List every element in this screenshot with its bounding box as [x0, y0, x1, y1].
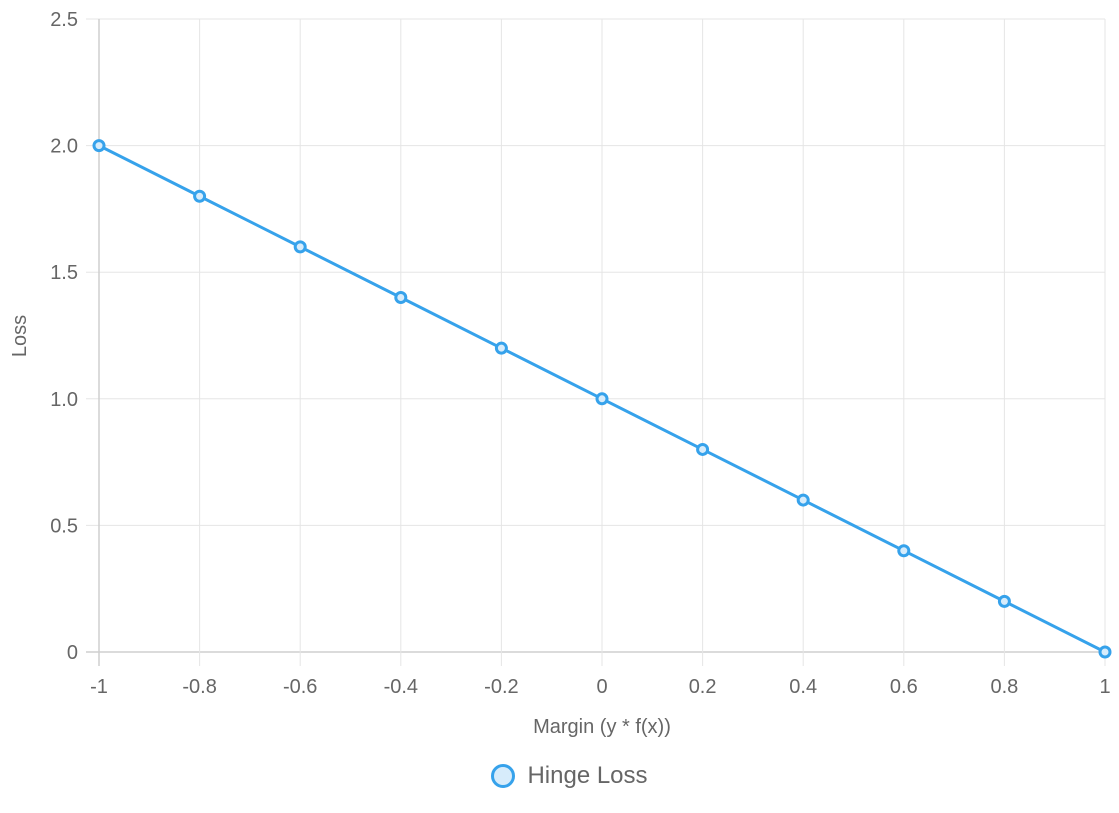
data-point[interactable] — [897, 544, 911, 558]
grid-lines — [86, 18, 1106, 666]
data-point[interactable] — [696, 442, 710, 456]
y-axis-ticks: 0 0.5 1.0 1.5 2.0 2.5 — [50, 9, 78, 664]
x-tick-label: -0.8 — [182, 676, 216, 698]
x-tick-label: -0.2 — [484, 676, 518, 698]
y-tick-label: 2.0 — [50, 136, 78, 158]
x-tick-label: 0.4 — [789, 676, 817, 698]
y-tick-label: 2.5 — [50, 9, 78, 31]
y-tick-label: 0 — [67, 642, 78, 664]
y-tick-label: 0.5 — [50, 515, 78, 537]
data-point[interactable] — [92, 139, 106, 153]
x-tick-label: -0.4 — [384, 676, 418, 698]
data-point[interactable] — [193, 189, 207, 203]
series-hinge-loss — [92, 139, 1112, 659]
legend-item-hinge-loss[interactable]: Hinge Loss — [491, 762, 648, 790]
data-point[interactable] — [1098, 645, 1112, 659]
data-point[interactable] — [595, 392, 609, 406]
legend-label: Hinge Loss — [527, 762, 648, 789]
y-tick-label: 1.5 — [50, 262, 78, 284]
y-tick-label: 1.0 — [50, 389, 78, 411]
x-tick-label: -0.6 — [283, 676, 317, 698]
x-tick-label: 0.2 — [689, 676, 717, 698]
legend: Hinge Loss — [0, 762, 1119, 790]
x-axis-title: Margin (y * f(x)) — [533, 716, 671, 738]
x-tick-label: -1 — [90, 676, 108, 698]
data-point[interactable] — [796, 493, 810, 507]
x-tick-label: 0.6 — [890, 676, 918, 698]
x-tick-label: 0 — [596, 676, 607, 698]
data-point[interactable] — [394, 291, 408, 305]
x-axis-ticks: -1 -0.8 -0.6 -0.4 -0.2 0 0.2 0.4 0.6 0.8 1 — [90, 676, 1110, 698]
x-tick-label: 0.8 — [990, 676, 1018, 698]
data-point[interactable] — [293, 240, 307, 254]
x-tick-label: 1 — [1099, 676, 1110, 698]
y-axis-title: Loss — [9, 315, 31, 357]
legend-circle-icon — [491, 764, 516, 788]
data-point[interactable] — [494, 341, 508, 355]
data-point[interactable] — [997, 594, 1011, 608]
